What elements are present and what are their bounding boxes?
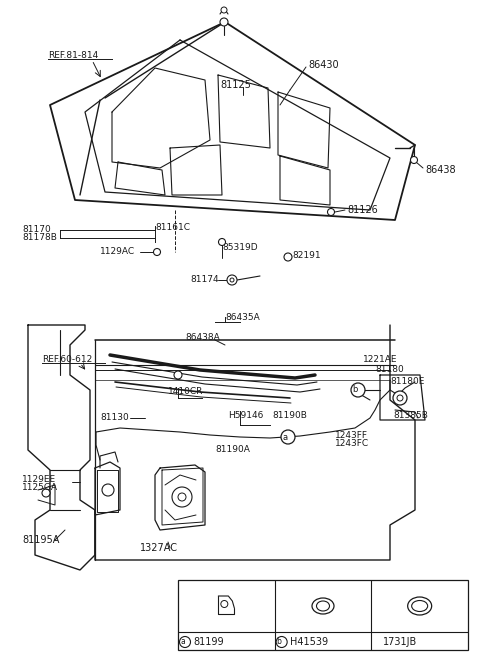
- Circle shape: [230, 278, 234, 282]
- Circle shape: [42, 489, 50, 497]
- Text: 81199: 81199: [193, 637, 224, 647]
- Circle shape: [281, 430, 295, 444]
- Circle shape: [218, 239, 226, 245]
- Text: H59146: H59146: [228, 411, 264, 419]
- Circle shape: [351, 383, 365, 397]
- Text: 1243FC: 1243FC: [335, 440, 369, 449]
- Text: 81385B: 81385B: [393, 411, 428, 419]
- Text: 1221AE: 1221AE: [363, 356, 397, 365]
- Text: 1327AC: 1327AC: [140, 543, 178, 553]
- Text: 81125: 81125: [220, 80, 251, 90]
- Circle shape: [172, 487, 192, 507]
- Bar: [178, 580, 468, 650]
- Text: REF.60-612: REF.60-612: [42, 356, 92, 365]
- Circle shape: [397, 395, 403, 401]
- Text: 82191: 82191: [292, 251, 321, 260]
- Circle shape: [393, 391, 407, 405]
- Text: 1243FF: 1243FF: [335, 430, 368, 440]
- Text: 81190A: 81190A: [215, 445, 250, 455]
- Circle shape: [221, 600, 228, 607]
- Circle shape: [174, 371, 182, 379]
- Circle shape: [220, 18, 228, 26]
- Text: 81126: 81126: [347, 205, 378, 215]
- Text: 81130: 81130: [100, 413, 129, 422]
- Text: 1410CR: 1410CR: [168, 388, 204, 396]
- Text: 1129AC: 1129AC: [100, 247, 135, 256]
- Circle shape: [154, 249, 160, 255]
- Text: REF.81-814: REF.81-814: [48, 52, 98, 60]
- Text: H41539: H41539: [289, 637, 328, 647]
- Text: b: b: [277, 638, 282, 647]
- Circle shape: [221, 7, 227, 13]
- Text: 81174: 81174: [190, 276, 218, 285]
- Circle shape: [410, 157, 418, 163]
- Text: 86438A: 86438A: [185, 333, 220, 342]
- Text: 81195A: 81195A: [22, 535, 60, 545]
- Text: 1731JB: 1731JB: [384, 637, 418, 647]
- Text: a: a: [282, 432, 288, 441]
- Circle shape: [180, 636, 191, 647]
- Text: 81178B: 81178B: [22, 234, 57, 243]
- Text: a: a: [180, 638, 185, 647]
- Ellipse shape: [312, 598, 334, 614]
- Circle shape: [284, 253, 292, 261]
- Circle shape: [276, 636, 287, 647]
- Circle shape: [227, 275, 237, 285]
- Circle shape: [178, 493, 186, 501]
- Text: 85319D: 85319D: [222, 243, 258, 253]
- Ellipse shape: [412, 600, 428, 611]
- Text: 86430: 86430: [308, 60, 338, 70]
- Circle shape: [327, 209, 335, 216]
- Text: 81190B: 81190B: [272, 411, 307, 419]
- Text: b: b: [352, 386, 358, 394]
- Text: 86435A: 86435A: [225, 312, 260, 321]
- Text: 1125GA: 1125GA: [22, 483, 58, 493]
- Text: 1129EE: 1129EE: [22, 476, 56, 485]
- Text: 81180E: 81180E: [390, 377, 424, 386]
- Text: 86438: 86438: [425, 165, 456, 175]
- Text: 81170: 81170: [22, 226, 51, 234]
- Text: 81161C: 81161C: [155, 224, 190, 232]
- Circle shape: [102, 484, 114, 496]
- Ellipse shape: [316, 601, 329, 611]
- Ellipse shape: [408, 597, 432, 615]
- Text: 81180: 81180: [375, 365, 404, 375]
